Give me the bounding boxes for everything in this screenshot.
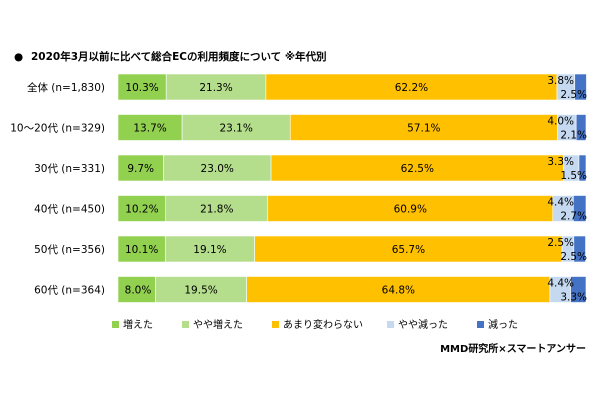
data-label: 21.3% <box>199 82 232 94</box>
data-label: 2.5% <box>560 89 587 101</box>
legend: 増えた やや増えた あまり変わらない やや減った 減った <box>112 318 518 331</box>
bar-segment <box>267 195 554 222</box>
legend-label: 減った <box>488 318 518 331</box>
bar-segment <box>265 73 558 101</box>
data-label: 23.1% <box>219 123 252 135</box>
title-bullet: ● <box>14 51 23 63</box>
legend-label: やや減った <box>398 318 448 331</box>
segment-labels: 10.3% 21.3% 62.2% 3.8% 2.5% 13.7% 23.1% 57.1% 4.… <box>125 75 587 304</box>
bar-segment <box>117 235 166 263</box>
data-label: 10.1% <box>125 244 158 256</box>
data-label: 60.9% <box>394 204 427 216</box>
bar-segment <box>117 114 183 141</box>
data-label: 3.8% <box>547 75 574 87</box>
category-label: 60代 (n=364) <box>34 285 105 297</box>
legend-swatch <box>272 321 279 328</box>
bar-segment <box>573 235 586 263</box>
bar-segment <box>574 73 587 101</box>
bar-segment <box>117 195 167 222</box>
category-label: 10～20代 (n=329) <box>10 123 105 135</box>
source-credit: MMD研究所×スマートアンサー <box>440 342 586 355</box>
bar-segment <box>164 235 255 263</box>
category-label: 50代 (n=356) <box>34 244 105 256</box>
chart-title: ● 2020年3月以前に比べて総合ECの利用頻度について ※年代別 <box>14 50 327 63</box>
legend-swatch <box>387 321 394 328</box>
legend-label: あまり変わらない <box>283 318 363 331</box>
bar-segment <box>575 114 587 141</box>
bar-segment <box>289 114 558 141</box>
category-labels: 全体 (n=1,830) 10～20代 (n=329) 30代 (n=331) 40代… <box>10 81 105 297</box>
bar-segment <box>270 154 564 182</box>
data-label: 8.0% <box>125 285 152 297</box>
data-label: 9.7% <box>127 163 154 175</box>
data-label: 2.1% <box>560 130 587 142</box>
bar-segment <box>165 195 269 222</box>
legend-swatch <box>112 321 119 328</box>
legend-swatch <box>477 321 484 328</box>
data-label: 64.8% <box>382 285 415 297</box>
category-label: 全体 (n=1,830) <box>27 81 105 94</box>
legend-label: やや増えた <box>193 318 243 331</box>
bar-segment <box>165 73 267 101</box>
data-label: 62.5% <box>401 163 434 175</box>
data-label: 3.3% <box>560 292 587 304</box>
data-label: 2.5% <box>560 251 587 263</box>
category-label: 40代 (n=450) <box>34 204 105 216</box>
bar-segment <box>117 73 167 101</box>
bar-segment <box>570 276 587 303</box>
bars <box>117 73 587 303</box>
data-label: 19.5% <box>184 285 217 297</box>
data-label: 23.0% <box>201 163 234 175</box>
bar-segment <box>578 154 587 182</box>
category-label: 30代 (n=331) <box>34 163 105 175</box>
data-label: 4.4% <box>547 278 574 290</box>
data-label: 57.1% <box>407 123 440 135</box>
legend-label: 増えた <box>123 318 153 331</box>
data-label: 13.7% <box>133 123 166 135</box>
data-label: 10.3% <box>125 82 158 94</box>
data-label: 62.2% <box>395 82 428 94</box>
chart-title-text: 2020年3月以前に比べて総合ECの利用頻度について ※年代別 <box>31 50 327 63</box>
data-label: 21.8% <box>200 204 233 216</box>
data-label: 2.5% <box>547 237 574 249</box>
data-label: 4.0% <box>547 116 574 128</box>
data-label: 1.5% <box>560 170 587 182</box>
data-label: 3.3% <box>547 156 574 168</box>
data-label: 10.2% <box>125 204 158 216</box>
bar-segment <box>181 114 291 141</box>
data-label: 2.7% <box>560 211 587 223</box>
bar-segment <box>155 276 248 303</box>
data-label: 4.4% <box>547 197 574 209</box>
bar-segment <box>573 195 587 222</box>
data-label: 65.7% <box>392 244 425 256</box>
bar-segment <box>163 154 272 182</box>
legend-swatch <box>182 321 189 328</box>
data-label: 19.1% <box>193 244 226 256</box>
